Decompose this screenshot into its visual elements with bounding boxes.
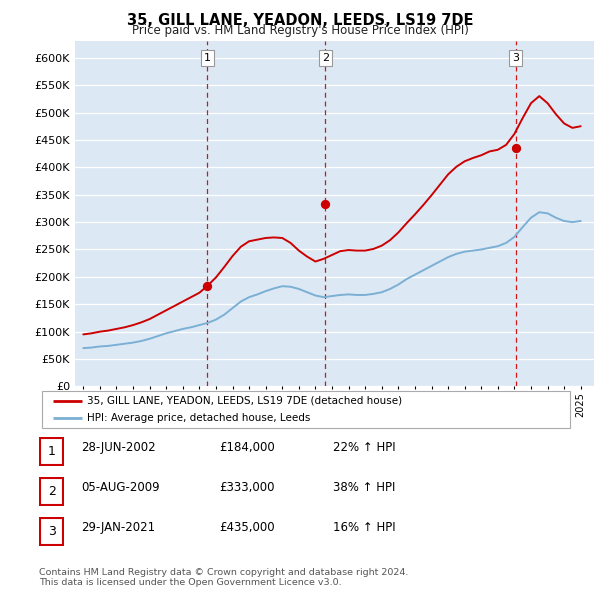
Text: 3: 3 <box>47 525 56 538</box>
Text: £333,000: £333,000 <box>219 481 275 494</box>
Text: 38% ↑ HPI: 38% ↑ HPI <box>333 481 395 494</box>
FancyBboxPatch shape <box>40 518 63 545</box>
Point <box>320 199 330 209</box>
FancyBboxPatch shape <box>40 478 63 504</box>
Text: 2: 2 <box>47 485 56 498</box>
Text: 16% ↑ HPI: 16% ↑ HPI <box>333 521 395 534</box>
FancyBboxPatch shape <box>42 391 570 428</box>
Text: 22% ↑ HPI: 22% ↑ HPI <box>333 441 395 454</box>
Text: Price paid vs. HM Land Registry's House Price Index (HPI): Price paid vs. HM Land Registry's House … <box>131 24 469 37</box>
Text: 3: 3 <box>512 53 519 63</box>
Text: 1: 1 <box>47 445 56 458</box>
FancyBboxPatch shape <box>40 438 63 465</box>
Text: £184,000: £184,000 <box>219 441 275 454</box>
Text: 05-AUG-2009: 05-AUG-2009 <box>81 481 160 494</box>
Point <box>203 281 212 290</box>
Text: £435,000: £435,000 <box>219 521 275 534</box>
Point <box>511 143 521 153</box>
Text: 35, GILL LANE, YEADON, LEEDS, LS19 7DE (detached house): 35, GILL LANE, YEADON, LEEDS, LS19 7DE (… <box>87 396 402 405</box>
Text: 28-JUN-2002: 28-JUN-2002 <box>81 441 155 454</box>
Text: 35, GILL LANE, YEADON, LEEDS, LS19 7DE: 35, GILL LANE, YEADON, LEEDS, LS19 7DE <box>127 13 473 28</box>
Text: 1: 1 <box>204 53 211 63</box>
Text: 29-JAN-2021: 29-JAN-2021 <box>81 521 155 534</box>
Text: HPI: Average price, detached house, Leeds: HPI: Average price, detached house, Leed… <box>87 413 310 422</box>
Text: Contains HM Land Registry data © Crown copyright and database right 2024.
This d: Contains HM Land Registry data © Crown c… <box>39 568 409 587</box>
Text: 2: 2 <box>322 53 329 63</box>
